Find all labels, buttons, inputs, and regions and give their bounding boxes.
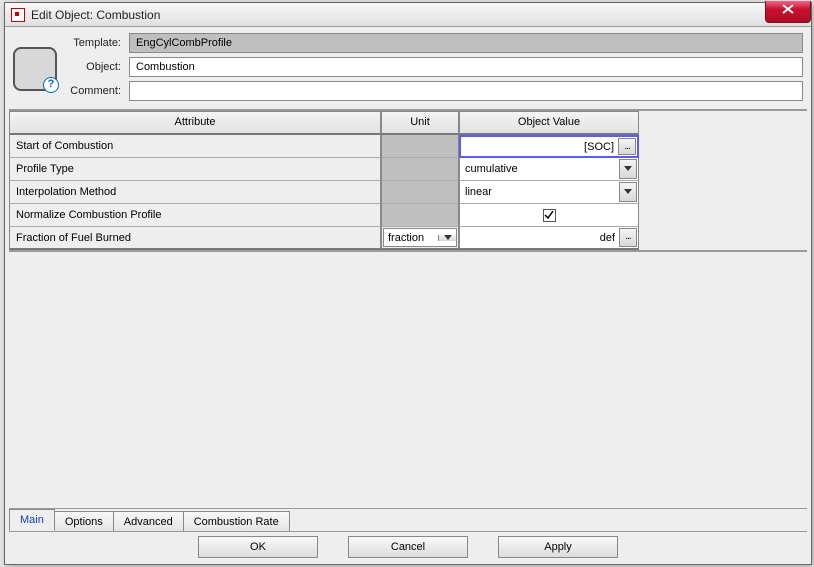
close-icon: [782, 4, 794, 14]
value-cell-normalize: [459, 204, 639, 227]
unit-cell: [381, 204, 459, 227]
unit-cell: [381, 181, 459, 204]
grid-row-soc: Start of Combustion ...: [9, 135, 807, 158]
value-cell-fraction: ...: [459, 227, 639, 250]
grid-row-fraction: Fraction of Fuel Burned fraction ...: [9, 227, 807, 250]
grid-row-interpolation: Interpolation Method linear: [9, 181, 807, 204]
ok-button[interactable]: OK: [198, 536, 318, 558]
unit-cell: [381, 135, 459, 158]
apply-button[interactable]: Apply: [498, 536, 618, 558]
soc-input[interactable]: [462, 138, 618, 155]
fraction-input[interactable]: [461, 228, 619, 247]
tab-combustion-rate[interactable]: Combustion Rate: [183, 511, 290, 531]
tab-advanced[interactable]: Advanced: [113, 511, 184, 531]
attr-label: Normalize Combustion Profile: [9, 204, 381, 227]
attr-label: Fraction of Fuel Burned: [9, 227, 381, 250]
tab-main[interactable]: Main: [9, 509, 55, 531]
attr-label: Start of Combustion: [9, 135, 381, 158]
object-label: Object:: [65, 61, 129, 73]
window-title: Edit Object: Combustion: [31, 8, 160, 22]
unit-cell: [381, 158, 459, 181]
object-input[interactable]: [129, 57, 803, 77]
normalize-checkbox[interactable]: [543, 209, 556, 222]
close-button[interactable]: [765, 1, 811, 23]
fraction-unit-text: fraction: [384, 232, 438, 244]
checkmark-icon: [544, 210, 554, 220]
template-icon[interactable]: ?: [13, 47, 57, 91]
comment-label: Comment:: [65, 85, 129, 97]
profile-type-dropdown[interactable]: [619, 159, 637, 179]
value-cell-profile-type: cumulative: [459, 158, 639, 181]
button-row: OK Cancel Apply: [5, 534, 811, 560]
header-section: ? Template: EngCylCombProfile Object: Co…: [5, 27, 811, 109]
grid-row-normalize: Normalize Combustion Profile: [9, 204, 807, 227]
cancel-button[interactable]: Cancel: [348, 536, 468, 558]
header-attribute: Attribute: [9, 111, 381, 135]
interpolation-select[interactable]: linear: [461, 182, 619, 202]
value-cell-interpolation: linear: [459, 181, 639, 204]
fraction-unit-select[interactable]: fraction: [383, 228, 457, 247]
chevron-down-icon: [444, 235, 452, 241]
soc-browse-button[interactable]: ...: [618, 138, 636, 155]
dialog-content: ? Template: EngCylCombProfile Object: Co…: [5, 27, 811, 564]
dialog-window: Edit Object: Combustion ? Template: EngC…: [4, 2, 812, 565]
fraction-unit-dropdown[interactable]: [438, 235, 456, 241]
header-unit: Unit: [381, 111, 459, 135]
comment-input[interactable]: [129, 81, 803, 101]
chevron-down-icon: [624, 189, 632, 195]
help-badge-icon[interactable]: ?: [43, 77, 59, 93]
value-cell-soc: ...: [459, 135, 639, 158]
profile-type-select[interactable]: cumulative: [461, 159, 619, 179]
template-field: EngCylCombProfile: [129, 33, 803, 53]
grid-row-profile-type: Profile Type cumulative: [9, 158, 807, 181]
fraction-browse-button[interactable]: ...: [619, 228, 637, 247]
titlebar[interactable]: Edit Object: Combustion: [5, 3, 811, 27]
grid-header: Attribute Unit Object Value: [9, 111, 807, 135]
attr-label: Profile Type: [9, 158, 381, 181]
tab-options[interactable]: Options: [54, 511, 114, 531]
attribute-grid: Attribute Unit Object Value Start of Com…: [9, 109, 807, 252]
interpolation-dropdown[interactable]: [619, 182, 637, 202]
app-icon: [11, 8, 25, 22]
attr-label: Interpolation Method: [9, 181, 381, 204]
tabs: Main Options Advanced Combustion Rate: [9, 508, 807, 532]
unit-cell-fraction: fraction: [381, 227, 459, 250]
template-label: Template:: [65, 37, 129, 49]
chevron-down-icon: [624, 166, 632, 172]
header-value: Object Value: [459, 111, 639, 135]
